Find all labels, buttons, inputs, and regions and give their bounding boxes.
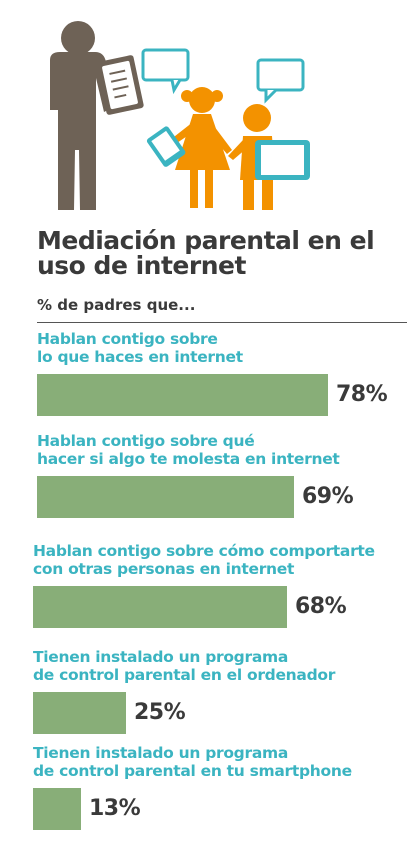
bar [33,692,126,734]
adult-figure-icon [50,21,112,210]
clipboard-icon [96,55,144,115]
category-label: Tienen instalado un programa de control … [33,648,336,684]
category-label: Hablan contigo sobre qué hacer si algo t… [37,432,340,468]
page-title: Mediación parental en el uso de internet [37,226,375,280]
divider [37,322,407,323]
tablet-icon [255,140,310,180]
value-label: 68% [295,594,347,619]
speech-bubble-icon [141,48,190,95]
value-label: 69% [302,484,354,509]
category-label: Hablan contigo sobre cómo comportarte co… [33,542,375,578]
bar [33,788,81,830]
bar [37,374,328,416]
category-label: Hablan contigo sobre lo que haces en int… [37,330,243,366]
value-label: 25% [134,700,186,725]
subtitle: % de padres que... [37,296,196,314]
value-label: 78% [336,382,388,407]
bar [37,476,294,518]
bar [33,586,287,628]
tablet-icon [146,126,186,167]
speech-bubble-icon [256,58,305,104]
value-label: 13% [89,796,141,821]
girl-figure-icon [170,87,232,208]
category-label: Tienen instalado un programa de control … [33,744,352,780]
parent-children-illustration [50,21,310,210]
